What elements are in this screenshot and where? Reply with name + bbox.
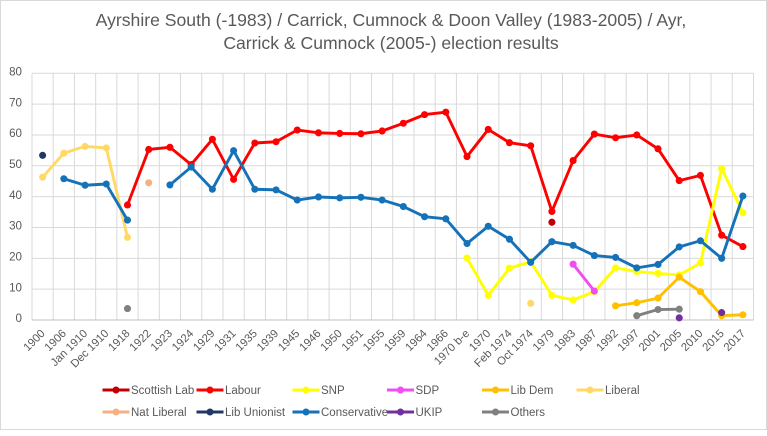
svg-text:30: 30 [9,220,22,233]
svg-text:2015: 2015 [701,328,727,354]
svg-text:2010: 2010 [679,328,705,354]
svg-text:1931: 1931 [212,328,238,354]
svg-text:Liberal: Liberal [605,385,640,397]
svg-text:SNP: SNP [321,385,345,397]
svg-text:1979: 1979 [531,328,557,354]
svg-text:1946: 1946 [297,328,323,354]
svg-text:1964: 1964 [403,328,429,354]
svg-text:70: 70 [9,96,22,109]
svg-text:1987: 1987 [573,328,599,354]
svg-text:2001: 2001 [637,328,663,354]
svg-text:Others: Others [511,407,546,419]
svg-text:Conservative: Conservative [321,407,388,419]
svg-text:1935: 1935 [234,328,260,354]
svg-text:50: 50 [9,158,22,171]
svg-text:0: 0 [16,312,22,325]
svg-text:1951: 1951 [340,328,366,354]
svg-text:1922: 1922 [128,328,154,354]
svg-text:2017: 2017 [722,328,748,354]
svg-text:1900: 1900 [21,328,47,354]
svg-text:80: 80 [9,66,22,79]
svg-text:1983: 1983 [552,328,578,354]
svg-text:1929: 1929 [191,328,217,354]
svg-text:1959: 1959 [382,328,408,354]
svg-text:10: 10 [9,281,22,294]
svg-text:Scottish Lab: Scottish Lab [131,385,194,397]
svg-text:UKIP: UKIP [416,407,443,419]
svg-text:Ayrshire South (-1983) / Carri: Ayrshire South (-1983) / Carrick, Cumnoc… [96,10,687,30]
svg-text:1950: 1950 [319,328,345,354]
svg-text:1955: 1955 [361,328,387,354]
svg-text:20: 20 [9,251,22,264]
svg-text:1997: 1997 [616,328,642,354]
svg-text:1924: 1924 [170,328,196,354]
svg-text:SDP: SDP [416,385,440,397]
svg-text:Lib Unionist: Lib Unionist [225,407,286,419]
svg-text:2005: 2005 [658,328,684,354]
svg-text:1992: 1992 [594,328,620,354]
svg-text:Carrick & Cumnock (2005-) elec: Carrick & Cumnock (2005-) election resul… [223,33,559,53]
svg-text:Labour: Labour [225,385,261,397]
svg-text:40: 40 [9,189,22,202]
svg-text:60: 60 [9,127,22,140]
svg-text:1939: 1939 [255,328,281,354]
svg-text:1923: 1923 [149,328,175,354]
svg-text:1918: 1918 [106,328,132,354]
svg-text:Lib Dem: Lib Dem [511,385,554,397]
svg-text:1945: 1945 [276,328,302,354]
svg-text:Nat Liberal: Nat Liberal [131,407,187,419]
